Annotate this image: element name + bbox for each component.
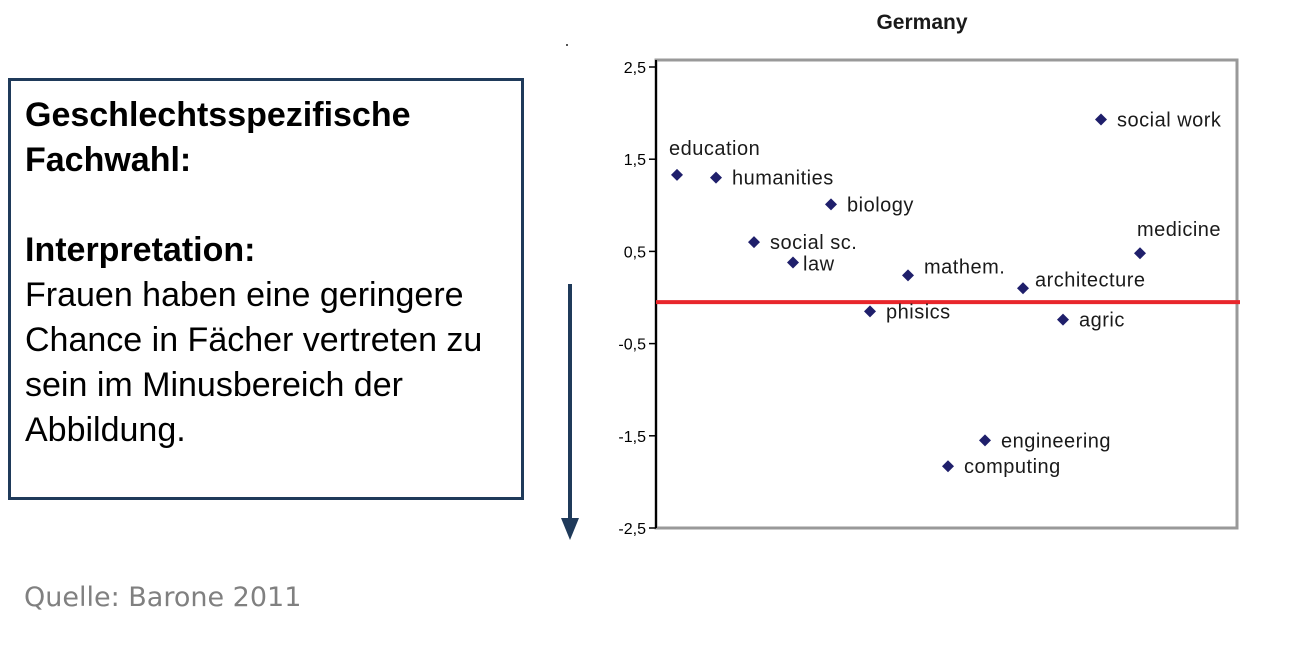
scatter-chart: Germany 2,5 1,5 0,5 -0,5 -1,5 -2,5 education h… — [618, 11, 1240, 538]
heading-line-2: Fachwahl: — [25, 141, 192, 179]
interpretation-text: Frauen haben eine geringere Chance in Fä… — [25, 276, 483, 449]
data-point-label: humanities — [732, 168, 834, 190]
y-tick-label: 1,5 — [624, 152, 646, 169]
data-point-label: education — [669, 138, 760, 160]
spacer — [25, 183, 507, 228]
data-point-marker — [902, 269, 914, 282]
data-point-marker — [671, 168, 683, 181]
y-tick-label: 2,5 — [624, 60, 646, 77]
interpretation-box: Geschlechtsspezifische Fachwahl: Interpr… — [8, 78, 524, 500]
data-point-marker — [787, 256, 799, 269]
data-point-marker — [1095, 113, 1107, 126]
data-point-label: social work — [1117, 110, 1222, 132]
data-point-label: phisics — [886, 301, 951, 323]
down-arrow-icon — [561, 284, 579, 540]
data-point-label: social sc. — [770, 232, 857, 254]
data-point-label: engineering — [1001, 430, 1111, 452]
data-point-label: medicine — [1137, 219, 1221, 241]
data-point-marker — [942, 460, 954, 473]
data-point-label: agric — [1079, 310, 1125, 332]
chart-title: Germany — [876, 11, 967, 34]
y-tick-label: -2,5 — [618, 521, 646, 538]
arrow-head — [561, 518, 579, 540]
stray-dot — [566, 44, 568, 46]
heading-line-1: Geschlechtsspezifische — [25, 96, 411, 134]
source-citation: Quelle: Barone 2011 — [24, 582, 302, 613]
y-tick-label: -1,5 — [618, 429, 646, 446]
data-point-label: computing — [964, 456, 1061, 478]
data-point-marker — [825, 198, 837, 211]
data-point-marker — [1057, 313, 1069, 326]
data-point-marker — [1134, 247, 1146, 260]
y-tick-label: 0,5 — [624, 244, 646, 261]
data-point-marker — [864, 305, 876, 318]
y-ticks: 2,5 1,5 0,5 -0,5 -1,5 -2,5 — [618, 60, 656, 538]
y-tick-label: -0,5 — [618, 337, 646, 354]
data-point-label: law — [803, 253, 835, 275]
data-point-marker — [748, 236, 760, 249]
data-point-marker — [979, 434, 991, 447]
interpretation-heading: Interpretation: — [25, 231, 256, 269]
data-points: education humanities biology social sc.law m… — [669, 110, 1222, 479]
data-point-label: biology — [847, 194, 914, 216]
data-point-label: architecture — [1035, 269, 1146, 291]
data-point-marker — [710, 171, 722, 184]
data-point-marker — [1017, 282, 1029, 295]
data-point-label: mathem. — [924, 256, 1005, 278]
